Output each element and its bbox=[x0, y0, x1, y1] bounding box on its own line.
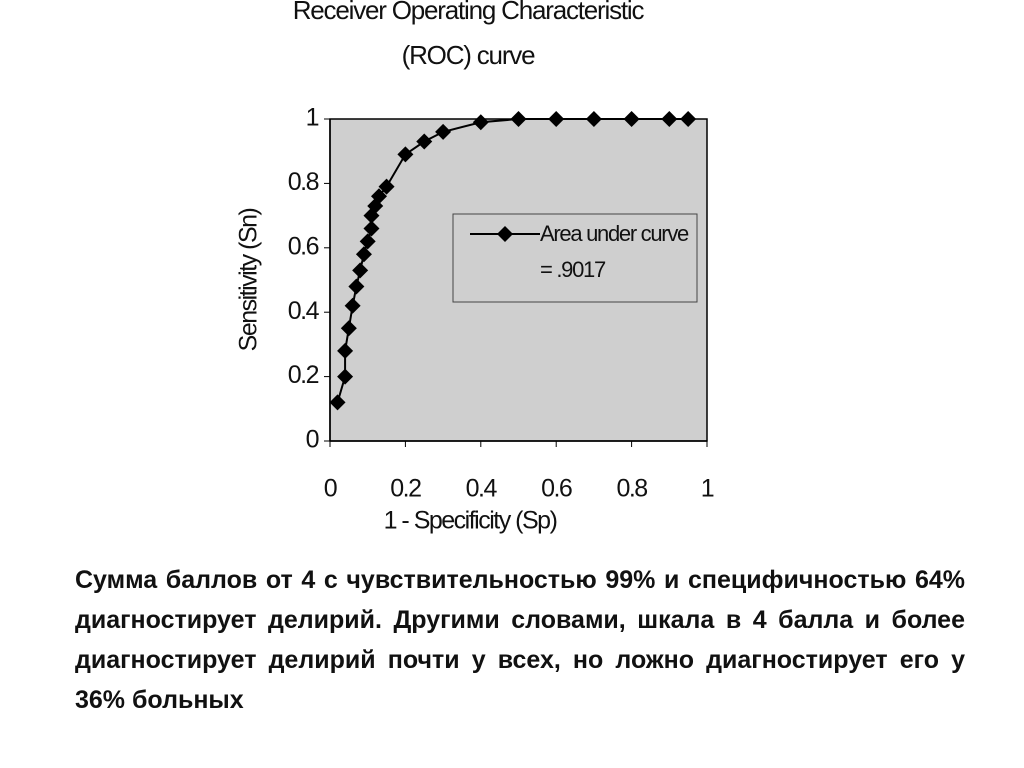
x-tick-label: 0.8 bbox=[616, 475, 647, 503]
y-tick-label: 0.4 bbox=[288, 297, 320, 325]
caption: Сумма баллов от 4 с чувствительностью 99… bbox=[75, 566, 965, 714]
data-point bbox=[359, 233, 376, 250]
data-point bbox=[344, 297, 361, 314]
x-tick-label: 1 bbox=[701, 475, 714, 503]
data-point bbox=[371, 188, 388, 205]
chart-title: Receiver Operating Characteristic (ROC) … bbox=[292, 0, 645, 70]
y-tick-label: 0.8 bbox=[288, 168, 319, 196]
data-point bbox=[337, 342, 354, 359]
legend-box bbox=[452, 213, 698, 303]
data-point bbox=[352, 262, 369, 279]
y-tick-label: 0.6 bbox=[288, 232, 319, 260]
data-point bbox=[680, 111, 697, 127]
data-point bbox=[378, 178, 395, 195]
data-point bbox=[623, 111, 640, 127]
data-point bbox=[363, 220, 380, 237]
x-tick-label: 0.6 bbox=[541, 475, 572, 503]
y-axis-label: Sensitivity (Sn) bbox=[235, 208, 263, 351]
x-axis-label: 1 - Specificity (Sp) bbox=[384, 507, 557, 535]
y-tick-label: 0 bbox=[306, 426, 319, 454]
legend-marker bbox=[497, 226, 513, 242]
data-point bbox=[548, 111, 565, 127]
y-tick-label: 0.2 bbox=[288, 361, 319, 389]
x-tick-label: 0 bbox=[324, 475, 337, 503]
data-point bbox=[397, 146, 414, 163]
data-point bbox=[435, 123, 452, 140]
plot-area bbox=[329, 118, 708, 442]
data-point bbox=[355, 246, 372, 263]
data-point bbox=[510, 111, 527, 127]
data-point bbox=[416, 133, 433, 150]
legend-label: Area under curve = .9017 bbox=[540, 221, 689, 282]
y-tick-label: 1 bbox=[306, 104, 319, 132]
data-point bbox=[340, 320, 357, 337]
x-tick-label: 0.4 bbox=[466, 475, 498, 503]
data-point bbox=[337, 368, 354, 385]
x-tick-label: 0.2 bbox=[390, 475, 421, 503]
data-point bbox=[661, 111, 678, 127]
data-point bbox=[585, 111, 602, 127]
data-point bbox=[472, 114, 489, 131]
data-point bbox=[329, 394, 346, 411]
data-point bbox=[348, 278, 365, 295]
chart: 0 0.2 0.4 0.6 0.8 1 0 0.2 0.4 0.6 0.8 1 1 - Specific… bbox=[235, 104, 716, 535]
